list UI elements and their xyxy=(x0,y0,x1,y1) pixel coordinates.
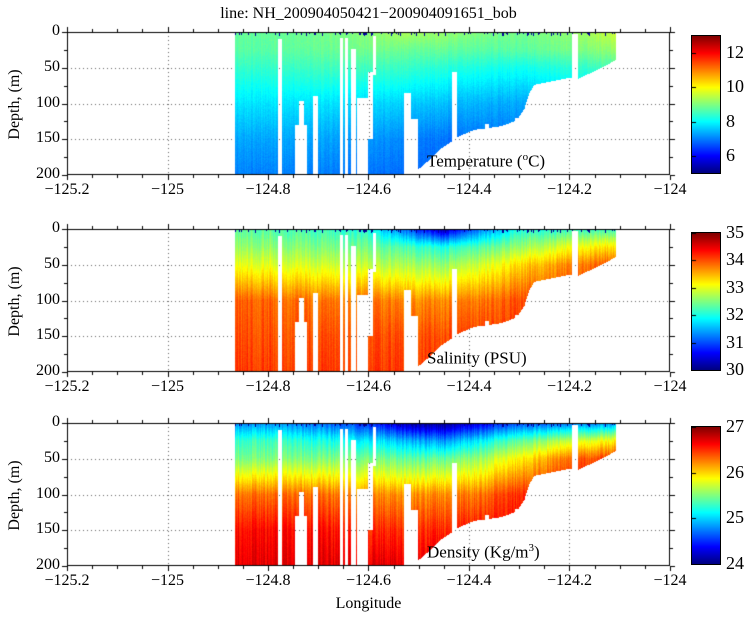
colorbar-tick-label: 33 xyxy=(726,276,744,297)
colorbar-tick-label: 35 xyxy=(726,222,744,242)
y-tick-label: 50 xyxy=(44,448,60,466)
colorbar-tick-label: 26 xyxy=(726,461,744,482)
temperature-heatmap-canvas xyxy=(55,20,682,187)
x-tick-label: −124.2 xyxy=(546,572,593,589)
y-tick-label: 50 xyxy=(44,57,60,75)
x-tick-label: −124 xyxy=(653,378,687,395)
colorbar-tick-label: 30 xyxy=(726,359,744,379)
y-tick-label: 200 xyxy=(36,362,60,379)
x-tick-label: −124.6 xyxy=(345,572,392,589)
x-tick-label: −124 xyxy=(653,572,687,589)
x-tick-label: −124.4 xyxy=(446,378,492,395)
x-tick-label: −124.6 xyxy=(345,378,392,395)
x-tick-label: −125.2 xyxy=(44,378,90,395)
salinity-heatmap-canvas xyxy=(55,217,682,384)
x-tick-label: −124.2 xyxy=(546,181,593,198)
y-tick-label: 100 xyxy=(36,93,60,111)
figure-title: line: NH_200904050421−200904091651_bob xyxy=(220,5,517,22)
y-tick-label: 150 xyxy=(36,520,60,538)
panel-label-temperature: Temperature (oC) xyxy=(427,151,546,171)
x-tick-label: −125.2 xyxy=(44,572,90,589)
colorbar-tick-label: 25 xyxy=(726,507,744,528)
x-tick-label: −124.6 xyxy=(345,181,392,198)
x-tick-label: −125 xyxy=(150,181,185,198)
x-tick-label: −124.8 xyxy=(245,181,291,198)
colorbar-tick-label: 27 xyxy=(726,416,744,436)
y-tick-label: 200 xyxy=(36,556,60,573)
colorbar-tick-label: 24 xyxy=(726,553,744,573)
x-tick-label: −125.2 xyxy=(44,181,90,198)
panel-label-density: Density (Kg/m3) xyxy=(427,542,540,562)
salinity-colorbar xyxy=(691,232,721,371)
colorbar-tick-label: 34 xyxy=(726,249,744,270)
y-tick-label: 200 xyxy=(36,165,60,182)
x-tick-label: −125 xyxy=(150,572,185,589)
y-tick-label: 0 xyxy=(52,219,60,236)
colorbar-tick-label: 31 xyxy=(726,331,744,352)
density-heatmap-canvas xyxy=(55,411,682,578)
y-tick-label: 100 xyxy=(36,290,60,308)
x-tick-label: −125 xyxy=(150,378,185,395)
density-colorbar xyxy=(691,426,721,565)
x-tick-label: −124.8 xyxy=(245,378,291,395)
colorbar-tick-label: 12 xyxy=(726,42,744,63)
y-tick-label: 50 xyxy=(44,254,60,272)
y-tick-label: 0 xyxy=(52,22,60,39)
colorbar-tick-label: 10 xyxy=(726,76,744,97)
y-tick-label: 100 xyxy=(36,484,60,502)
panel-label-salinity: Salinity (PSU) xyxy=(427,348,527,368)
x-tick-label: −124.2 xyxy=(546,378,593,395)
y-tick-label: 0 xyxy=(52,413,60,430)
temperature-colorbar xyxy=(691,35,721,174)
x-tick-label: −124 xyxy=(653,181,687,198)
x-tick-label: −124.4 xyxy=(446,572,492,589)
y-tick-label: 150 xyxy=(36,129,60,147)
colorbar-tick-label: 8 xyxy=(726,110,735,131)
x-tick-label: −124.8 xyxy=(245,572,291,589)
colorbar-tick-label: 32 xyxy=(726,304,744,325)
colorbar-tick-label: 6 xyxy=(726,144,735,165)
y-tick-label: 150 xyxy=(36,326,60,344)
x-axis-label: Longitude xyxy=(335,595,402,612)
x-tick-label: −124.4 xyxy=(446,181,492,198)
